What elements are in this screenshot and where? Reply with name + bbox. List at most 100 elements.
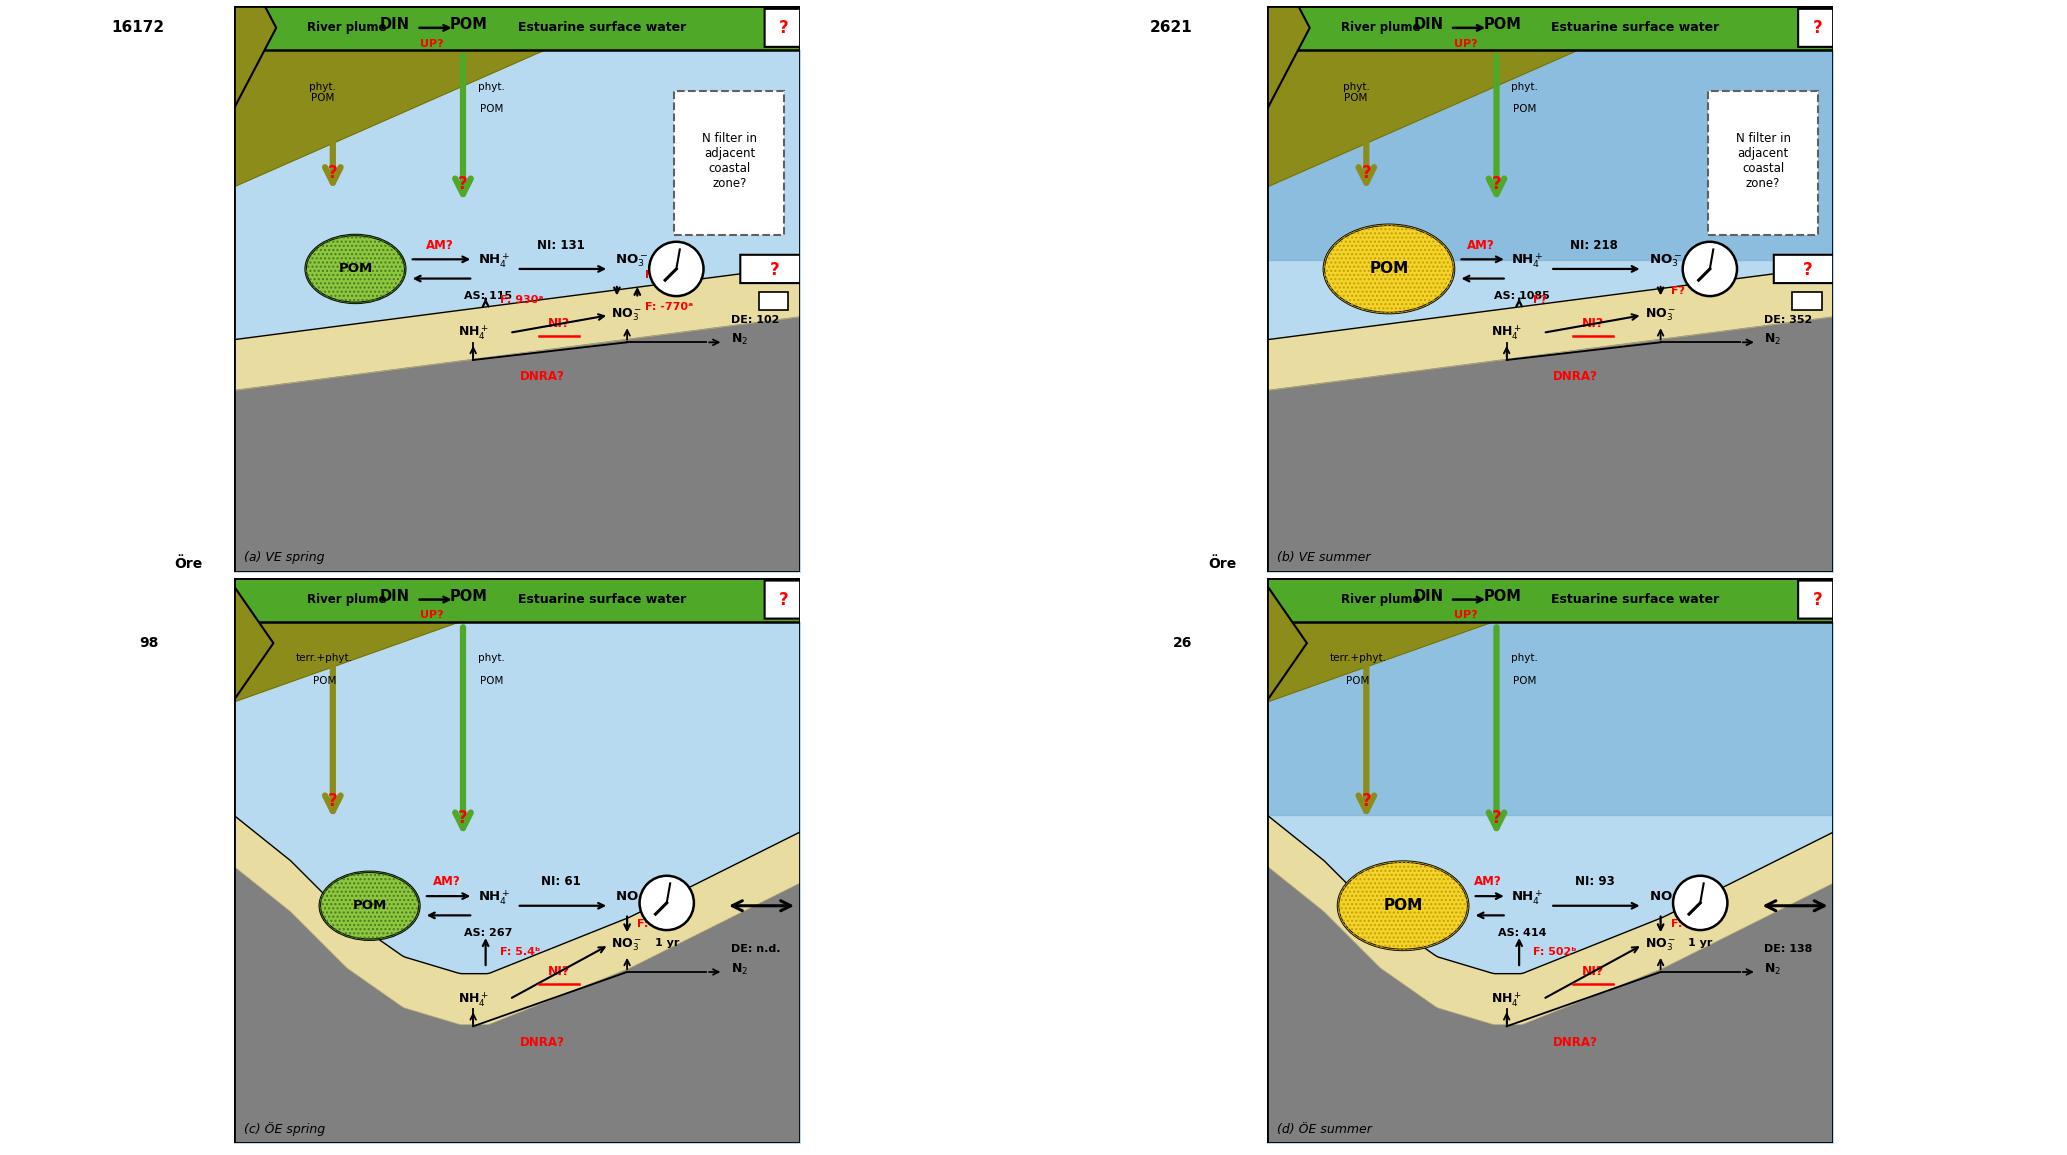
Polygon shape — [1267, 621, 1494, 702]
Text: POM: POM — [480, 104, 502, 114]
Text: Öre: Öre — [1207, 557, 1236, 571]
Text: 1 yr: 1 yr — [655, 938, 678, 947]
Polygon shape — [1267, 266, 1833, 390]
Polygon shape — [1267, 815, 1833, 1024]
Polygon shape — [234, 50, 546, 187]
Text: phyt.
POM: phyt. POM — [310, 82, 337, 103]
Text: DNRA?: DNRA? — [1552, 1036, 1598, 1050]
Text: AS: 115: AS: 115 — [465, 291, 513, 301]
Polygon shape — [1267, 50, 1833, 261]
Polygon shape — [74, 569, 273, 717]
Text: ?: ? — [1492, 808, 1501, 827]
Text: NH$_4^+$: NH$_4^+$ — [1511, 888, 1544, 907]
Text: ?: ? — [1362, 792, 1370, 810]
Bar — [1267, 6, 1833, 50]
Bar — [234, 578, 800, 621]
FancyArrow shape — [765, 1, 841, 54]
Text: 26: 26 — [1172, 636, 1193, 650]
Polygon shape — [234, 815, 800, 1024]
Text: NH$_4^+$: NH$_4^+$ — [477, 888, 511, 907]
Text: ?: ? — [779, 18, 790, 37]
Text: F: 5.4ᵇ: F: 5.4ᵇ — [500, 947, 539, 956]
Text: NO$_3^-$: NO$_3^-$ — [1649, 253, 1683, 269]
Text: NO$_3^-$: NO$_3^-$ — [1645, 307, 1676, 323]
Ellipse shape — [320, 872, 420, 940]
Text: AS: 267: AS: 267 — [465, 927, 513, 938]
Text: DE: 102: DE: 102 — [730, 314, 779, 325]
Bar — [1267, 578, 1833, 621]
Text: N$_2$: N$_2$ — [730, 962, 748, 977]
Text: POM: POM — [1513, 676, 1536, 686]
Polygon shape — [1267, 621, 1833, 815]
Polygon shape — [234, 621, 461, 702]
Text: NI: 61: NI: 61 — [542, 875, 581, 888]
Text: ?: ? — [1813, 590, 1823, 609]
Text: terr.+phyt.: terr.+phyt. — [1329, 654, 1387, 663]
Polygon shape — [1108, 569, 1306, 717]
Text: (d) ÖE summer: (d) ÖE summer — [1277, 1123, 1372, 1135]
Text: NI?: NI? — [1581, 966, 1604, 978]
Text: N filter in
adjacent
coastal
zone?: N filter in adjacent coastal zone? — [703, 133, 757, 191]
Polygon shape — [52, 0, 277, 147]
Text: (a) VE spring: (a) VE spring — [244, 551, 325, 564]
Text: NO$_3^-$: NO$_3^-$ — [612, 307, 643, 323]
FancyBboxPatch shape — [1707, 91, 1819, 234]
Text: ?: ? — [329, 792, 337, 810]
Ellipse shape — [306, 234, 405, 303]
Text: ?: ? — [779, 590, 790, 609]
Text: Estuarine surface water: Estuarine surface water — [517, 593, 686, 606]
Text: POM: POM — [353, 900, 387, 912]
Text: N$_2$: N$_2$ — [1763, 331, 1782, 346]
Text: River plume: River plume — [1341, 21, 1420, 35]
Text: F: -770ᵃ: F: -770ᵃ — [645, 303, 692, 312]
FancyArrow shape — [740, 251, 819, 288]
Text: phyt.: phyt. — [477, 82, 504, 91]
Text: POM: POM — [451, 589, 488, 604]
FancyArrow shape — [1773, 251, 1852, 288]
Text: Estuarine surface water: Estuarine surface water — [1550, 21, 1720, 35]
Text: River plume: River plume — [308, 593, 387, 606]
Text: ?: ? — [459, 808, 467, 827]
Circle shape — [639, 875, 695, 930]
Text: DNRA?: DNRA? — [519, 1036, 564, 1050]
Text: ?: ? — [1362, 164, 1370, 181]
Text: F?: F? — [1534, 295, 1548, 305]
Text: AM?: AM? — [1474, 875, 1503, 888]
Bar — [234, 6, 800, 50]
Text: 16172: 16172 — [112, 21, 163, 36]
Text: NH$_4^+$: NH$_4^+$ — [1511, 252, 1544, 270]
Circle shape — [1672, 875, 1728, 930]
Text: POM: POM — [339, 262, 372, 275]
Text: NI: 93: NI: 93 — [1575, 875, 1614, 888]
Polygon shape — [234, 316, 800, 572]
Text: AS: 1085: AS: 1085 — [1494, 291, 1550, 301]
Text: DE: 352: DE: 352 — [1763, 314, 1813, 325]
Text: POM: POM — [480, 676, 502, 686]
Text: River plume: River plume — [308, 21, 387, 35]
Text: (c) ÖE spring: (c) ÖE spring — [244, 1123, 325, 1137]
Text: Estuarine surface water: Estuarine surface water — [517, 21, 686, 35]
Text: NI: 131: NI: 131 — [537, 239, 585, 252]
Text: NI: 218: NI: 218 — [1571, 239, 1618, 252]
Text: N$_2$: N$_2$ — [730, 331, 748, 346]
Text: NH$_4^+$: NH$_4^+$ — [457, 990, 488, 1008]
Text: NI?: NI? — [548, 318, 570, 330]
Text: NI?: NI? — [1581, 318, 1604, 330]
Text: DIN: DIN — [1414, 17, 1443, 32]
FancyArrow shape — [1798, 1, 1875, 54]
Text: F: 502ᵇ: F: 502ᵇ — [1534, 947, 1577, 956]
Text: phyt.: phyt. — [477, 654, 504, 663]
Text: F: 254ᵇ: F: 254ᵇ — [1670, 919, 1716, 930]
Text: F: 66ᵇ: F: 66ᵇ — [637, 919, 674, 930]
Text: UP?: UP? — [1453, 611, 1478, 620]
Text: NO$_3^-$: NO$_3^-$ — [616, 889, 649, 906]
Text: ?: ? — [1813, 18, 1823, 37]
Polygon shape — [234, 266, 800, 390]
Text: N filter in
adjacent
coastal
zone?: N filter in adjacent coastal zone? — [1736, 133, 1790, 191]
Text: UP?: UP? — [420, 39, 444, 49]
FancyArrow shape — [765, 573, 841, 626]
FancyBboxPatch shape — [759, 291, 788, 310]
Text: phyt.: phyt. — [1511, 82, 1538, 91]
Text: DE: 138: DE: 138 — [1763, 945, 1813, 954]
Text: POM: POM — [451, 17, 488, 32]
